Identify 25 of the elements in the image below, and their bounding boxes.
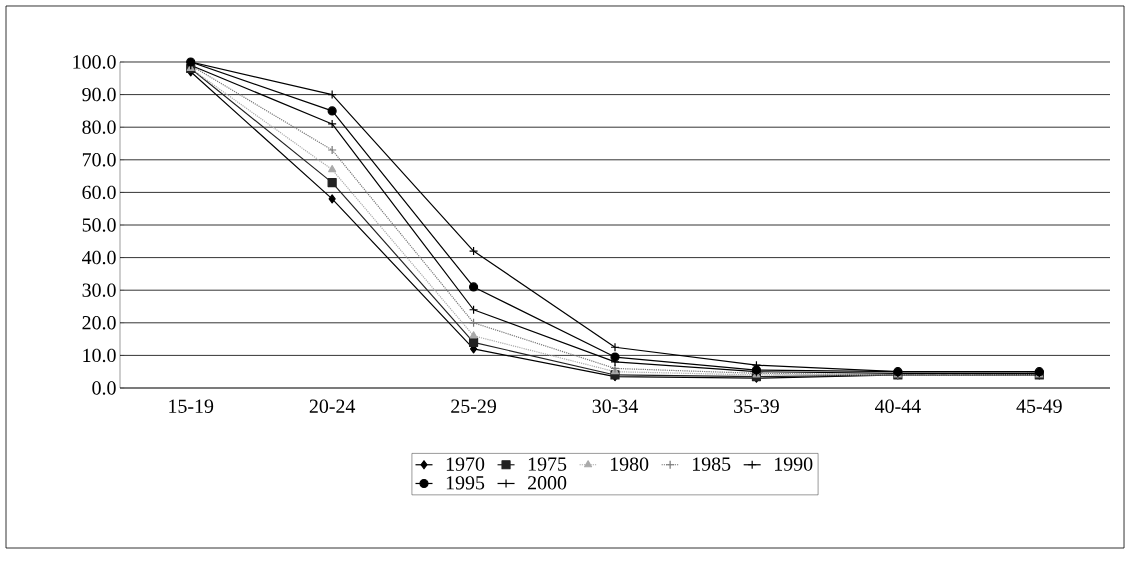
legend-label: 2000	[528, 476, 567, 490]
legend-label: 1995	[446, 476, 485, 490]
legend-label: 1975	[528, 457, 567, 471]
legend-label: 1985	[692, 457, 731, 471]
y-tick-label: 60.0	[82, 185, 116, 200]
x-tick-label: 25-29	[451, 399, 496, 413]
y-tick-label: 80.0	[82, 120, 116, 134]
legend-label: 1970	[446, 457, 485, 471]
x-tick-label: 30-34	[592, 399, 638, 413]
x-tick-label: 35-39	[734, 399, 779, 413]
x-tick-label: 15-19	[169, 399, 214, 413]
y-tick-label: 100.0	[73, 55, 116, 69]
legend-label: 1980	[610, 457, 649, 471]
y-tick-label: 10.0	[83, 348, 116, 363]
x-tick-label: 45-49	[1016, 399, 1062, 413]
x-tick-label: 20-24	[309, 399, 356, 413]
y-tick-label: 70.0	[82, 153, 116, 167]
legend-label: 1990	[775, 457, 813, 471]
y-tick-label: 30.0	[82, 283, 116, 297]
y-tick-label: 90.0	[82, 87, 116, 102]
y-tick-label: 0.0	[92, 381, 116, 395]
y-tick-label: 20.0	[82, 316, 116, 330]
y-tick-label: 40.0	[82, 250, 116, 265]
x-tick-label: 40-44	[875, 399, 921, 413]
y-tick-label: 50.0	[82, 218, 116, 232]
